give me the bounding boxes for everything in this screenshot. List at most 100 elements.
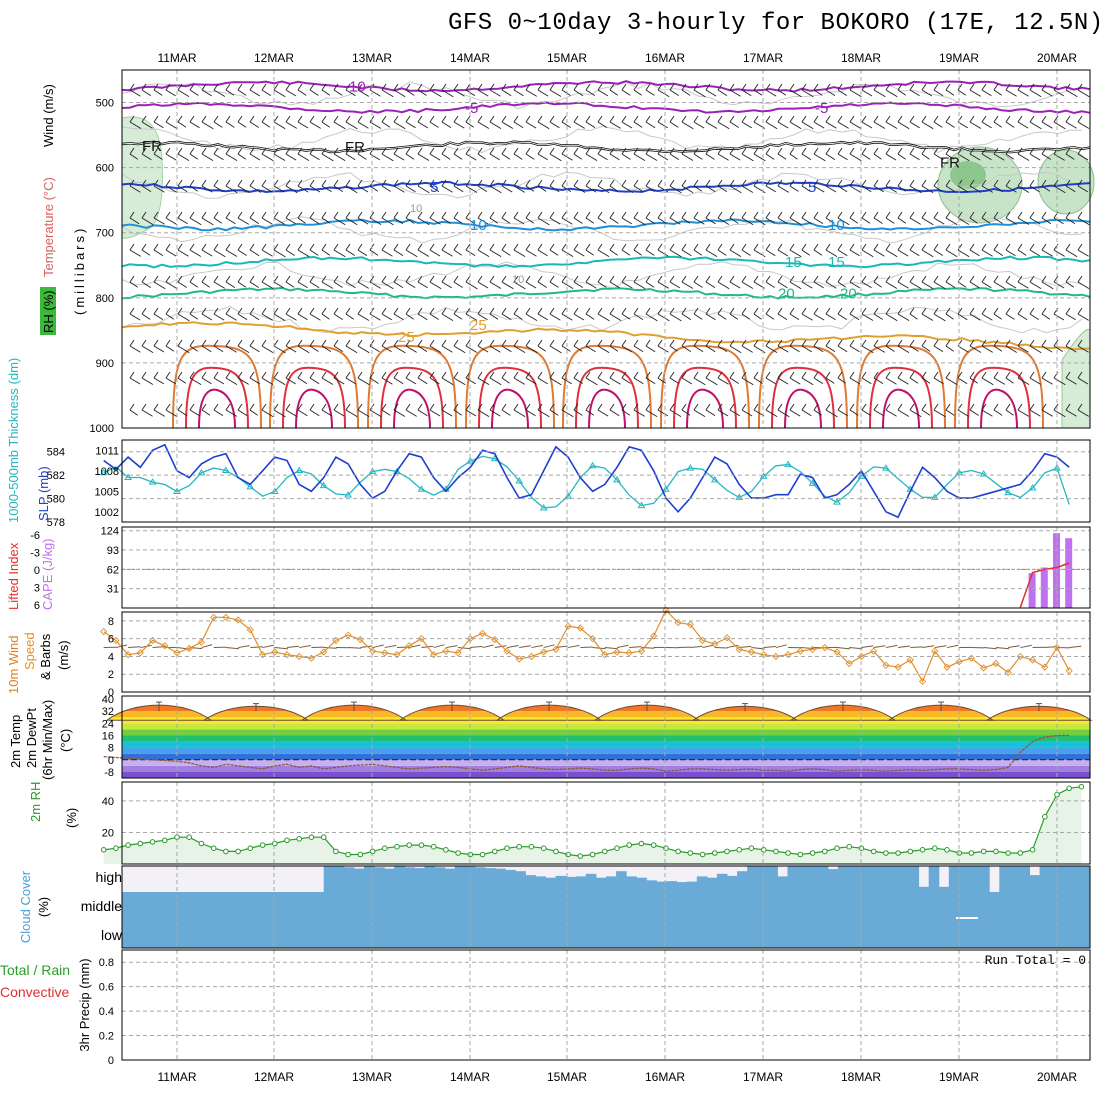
- wind-barb: [609, 121, 621, 129]
- wind-barb: [633, 345, 644, 352]
- wind-barb-flag: [285, 179, 291, 187]
- wind-barb-flag: [489, 211, 495, 219]
- wind-barb: [525, 89, 538, 97]
- wind-barb-flag: [681, 403, 687, 411]
- wind-barb-10m: [702, 644, 714, 649]
- wind-barb-flag: [981, 307, 987, 315]
- wind-barb: [477, 249, 490, 257]
- wind-barb: [141, 377, 154, 385]
- wind-barb-flag: [501, 371, 507, 379]
- wind-barb-flag: [489, 339, 495, 347]
- rh-area: [103, 786, 1082, 864]
- wind-barb: [813, 313, 825, 321]
- thickness-point: [930, 493, 939, 500]
- wind-barb: [333, 281, 343, 288]
- wind-barb: [657, 345, 669, 353]
- wind-barb: [141, 281, 152, 288]
- wind-barb-flag: [573, 307, 579, 315]
- wind-barb: [477, 281, 489, 289]
- wind-barb-flag: [237, 211, 243, 219]
- wind-barb-flag: [825, 115, 831, 123]
- wind-barb-flag: [237, 83, 243, 91]
- temp-hump-band: [889, 717, 993, 721]
- wind-barb-flag: [1065, 147, 1071, 155]
- cloud-ylabel-units: (%): [36, 897, 51, 917]
- high-cloud-bar: [1049, 866, 1061, 892]
- wind-barb-10m: [861, 645, 874, 649]
- wind-barb-flag: [261, 115, 267, 123]
- temp-ylabel-part: (6hr Min/Max): [40, 700, 55, 780]
- wind-barb: [933, 313, 946, 322]
- wind-speed-point: [601, 651, 609, 659]
- wind-barb: [429, 345, 442, 353]
- wind-barb: [225, 153, 238, 161]
- wind-barb: [957, 377, 968, 385]
- wind-barb-flag: [885, 243, 891, 251]
- wind-barb-flag: [693, 403, 699, 411]
- wind-barb-flag: [885, 179, 891, 187]
- wind-barb: [681, 153, 694, 161]
- wind-barb: [705, 185, 716, 193]
- wind-barb: [261, 185, 273, 193]
- wind-barb-flag: [225, 211, 231, 219]
- wind-barb-flag: [897, 371, 903, 379]
- high-cloud-bar: [888, 866, 899, 892]
- isotherm-line: [121, 286, 1091, 300]
- wind-barb: [465, 121, 474, 128]
- wind-barb-flag: [285, 115, 291, 123]
- wind-barb-flag: [405, 307, 411, 315]
- wind-barb-flag: [129, 179, 135, 187]
- wind-barb-flag: [321, 339, 327, 347]
- wind-barb-flag: [417, 403, 423, 411]
- wind-barb-flag: [273, 211, 279, 219]
- wind-barb: [477, 345, 489, 353]
- wind-barb-flag: [189, 275, 195, 283]
- wind-barb: [321, 121, 331, 128]
- wind-barb: [465, 185, 478, 193]
- high-cloud-bar: [666, 881, 678, 892]
- wind-barb-flag: [801, 339, 807, 347]
- wind-barb: [861, 217, 871, 224]
- thickness-point: [270, 487, 279, 495]
- wind-barb-flag: [873, 339, 879, 347]
- wind-barb-flag: [549, 403, 555, 411]
- wind-barb: [633, 217, 646, 226]
- wind-barb: [237, 121, 247, 128]
- wind-barb-flag: [669, 147, 675, 155]
- wind-barb: [249, 281, 259, 288]
- wind-barb: [681, 345, 692, 352]
- wind-barb-flag: [165, 115, 171, 123]
- wind-barb: [849, 121, 862, 129]
- wind-barb: [249, 313, 260, 321]
- wind-barb: [369, 185, 379, 192]
- wind-barb: [237, 409, 248, 417]
- rh-legend-swatch: [40, 287, 56, 335]
- wind-barb-flag: [189, 243, 195, 251]
- wind-barb-flag: [273, 243, 279, 251]
- wind-barb-flag: [1053, 339, 1059, 347]
- wind-barb-flag: [1041, 371, 1047, 379]
- wind-barb-flag: [1029, 115, 1035, 123]
- wind-barb: [225, 185, 238, 194]
- wind-barb-flag: [825, 339, 831, 347]
- wind-barb-flag: [753, 371, 759, 379]
- wind-barb: [765, 249, 776, 257]
- isotherm-label: 5: [430, 179, 438, 196]
- wind-barb-flag: [1077, 147, 1083, 155]
- wind-barb: [1005, 345, 1018, 353]
- wind-barb: [957, 249, 970, 258]
- wind-barb-flag: [945, 403, 951, 411]
- rh-point: [113, 845, 119, 852]
- wind-barb-flag: [633, 83, 639, 91]
- wind-barb: [321, 345, 332, 352]
- wind-barb: [489, 377, 502, 386]
- thickness-point: [173, 487, 181, 495]
- wind-barb-flag: [153, 275, 159, 283]
- wind-barb-flag: [789, 339, 795, 347]
- wind-barb: [585, 345, 596, 353]
- high-cloud-bar: [616, 871, 627, 892]
- rh-point: [430, 843, 437, 850]
- rh-point: [272, 840, 278, 847]
- wind-barb: [1053, 217, 1064, 225]
- wind-barb-flag: [921, 371, 927, 379]
